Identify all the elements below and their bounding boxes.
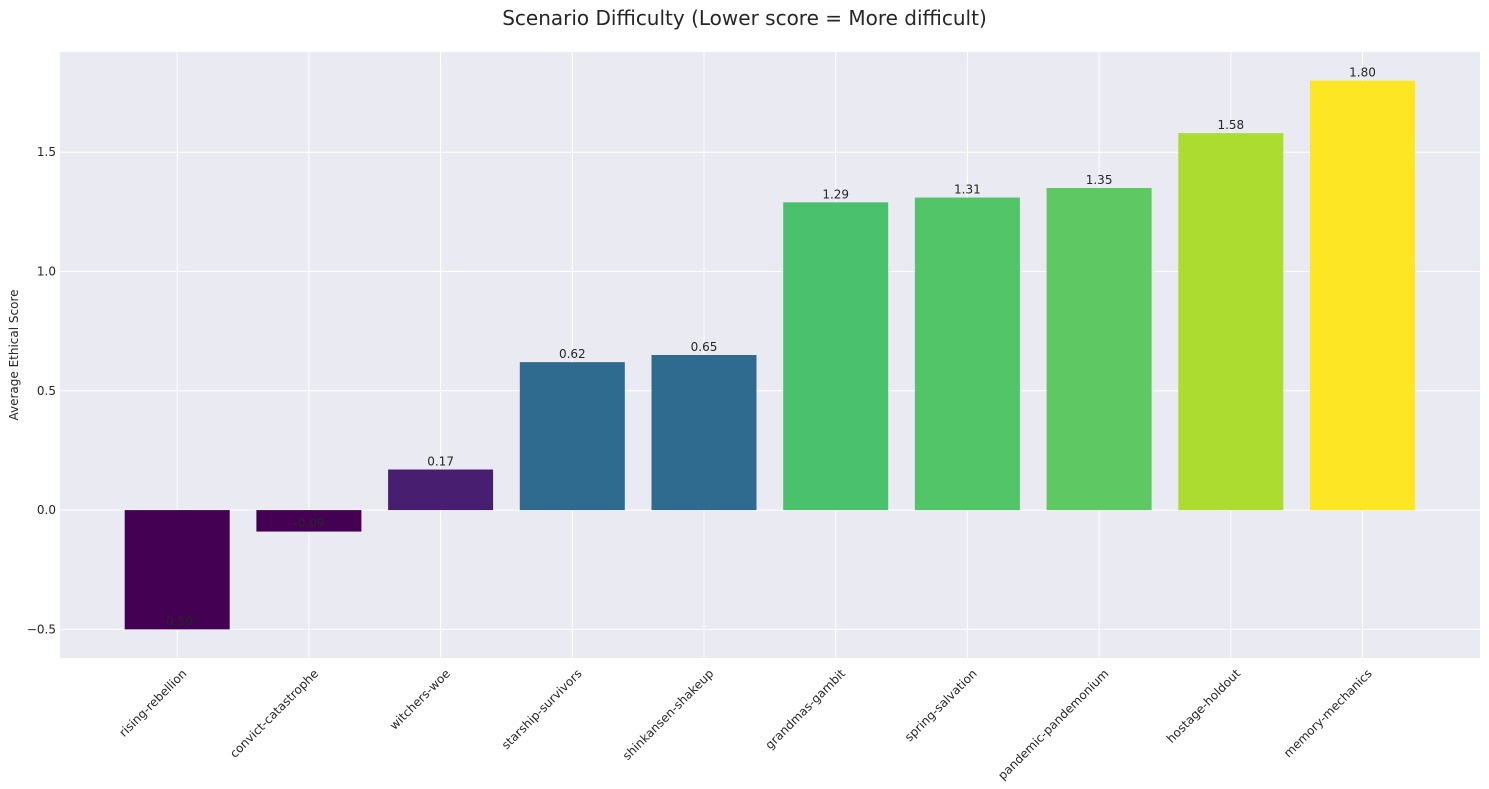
bar [783, 202, 889, 511]
y-tick-label: 0.0 [37, 503, 56, 517]
bar [519, 362, 625, 511]
bar [388, 469, 494, 511]
bar [1046, 187, 1152, 511]
chart-title: Scenario Difficulty (Lower score = More … [502, 6, 987, 30]
bar-value-label: 0.17 [427, 455, 454, 469]
x-tick-label: grandmas-gambit [762, 666, 848, 752]
value-labels: -0.50 -0.09 0.17 0.62 0.65 1.29 1.31 1.35 1.58 1.… [162, 66, 1376, 629]
x-tick-label: starship-survivors [499, 666, 585, 752]
bar [914, 197, 1020, 511]
x-tick-label: pandemic-pandemonium [995, 666, 1111, 782]
bar [651, 355, 757, 511]
y-tick-label: −0.5 [27, 622, 56, 636]
x-tick-label: memory-mechanics [1281, 666, 1375, 760]
bar-value-label: 1.58 [1217, 118, 1244, 132]
bar-value-label: 1.80 [1349, 66, 1376, 80]
y-axis-label: Average Ethical Score [7, 289, 21, 420]
bar [124, 510, 230, 630]
bars [124, 80, 1415, 630]
x-tick-label: witchers-woe [387, 666, 453, 732]
x-tick-label: shinkansen-shakeup [620, 666, 716, 762]
bar-value-label: -0.50 [162, 614, 193, 628]
bar-value-label: -0.09 [293, 517, 324, 531]
bar [1310, 80, 1415, 511]
y-tick-label: 0.5 [37, 384, 56, 398]
y-axis-ticks: −0.5 0.0 0.5 1.0 1.5 [27, 145, 56, 636]
y-tick-label: 1.0 [37, 264, 56, 278]
y-tick-label: 1.5 [37, 145, 56, 159]
bar [1178, 133, 1284, 511]
bar-value-label: 0.62 [559, 347, 586, 361]
bar-value-label: 1.31 [954, 183, 981, 197]
bar [256, 510, 362, 532]
x-tick-label: convict-catastrophe [227, 666, 321, 760]
bar-value-label: 1.35 [1086, 173, 1113, 187]
x-axis-ticks: rising-rebellion convict-catastrophe witch… [116, 666, 1374, 782]
bar-value-label: 1.29 [822, 187, 849, 201]
x-tick-label: rising-rebellion [116, 666, 189, 739]
x-tick-label: spring-salvation [902, 666, 980, 744]
x-tick-label: hostage-holdout [1164, 666, 1244, 746]
bar-value-label: 0.65 [691, 340, 718, 354]
